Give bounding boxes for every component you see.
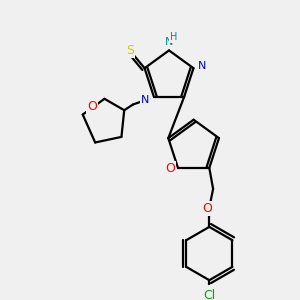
Text: N: N xyxy=(141,95,150,105)
Text: N: N xyxy=(165,37,173,47)
Text: O: O xyxy=(202,202,212,215)
Text: N: N xyxy=(198,61,206,71)
Text: S: S xyxy=(126,44,134,57)
Text: O: O xyxy=(87,100,97,113)
Text: O: O xyxy=(165,162,175,176)
Text: H: H xyxy=(170,32,178,42)
Text: Cl: Cl xyxy=(203,289,215,300)
